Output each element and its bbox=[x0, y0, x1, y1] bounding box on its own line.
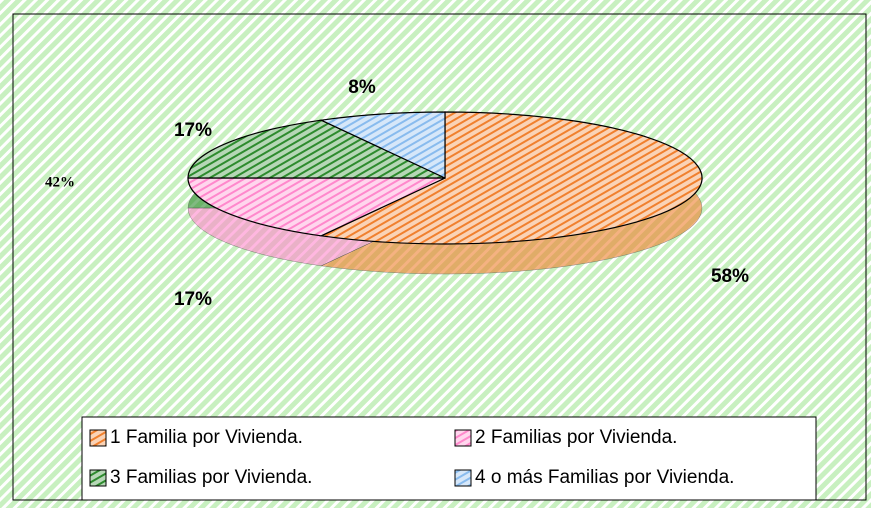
legend-label: 1 Familia por Vivienda. bbox=[110, 427, 303, 448]
legend-swatch bbox=[454, 469, 472, 487]
slice bbox=[319, 111, 703, 245]
legend-label: 3 Familias por Vivienda. bbox=[110, 467, 312, 488]
slice bbox=[319, 111, 446, 179]
annotation: 42% bbox=[45, 174, 75, 190]
data-label: 58% bbox=[711, 266, 749, 287]
legend-label: 4 o más Familias por Vivienda. bbox=[475, 467, 734, 488]
slice bbox=[187, 119, 446, 179]
data-label: 8% bbox=[348, 77, 376, 98]
slice bbox=[187, 177, 446, 237]
legend-box bbox=[81, 416, 817, 501]
legend-swatch bbox=[89, 469, 107, 487]
legend-swatch bbox=[89, 429, 107, 447]
data-label: 17% bbox=[174, 120, 212, 141]
legend-swatch bbox=[454, 429, 472, 447]
legend-label: 2 Familias por Vivienda. bbox=[475, 427, 677, 448]
data-label: 17% bbox=[174, 289, 212, 310]
